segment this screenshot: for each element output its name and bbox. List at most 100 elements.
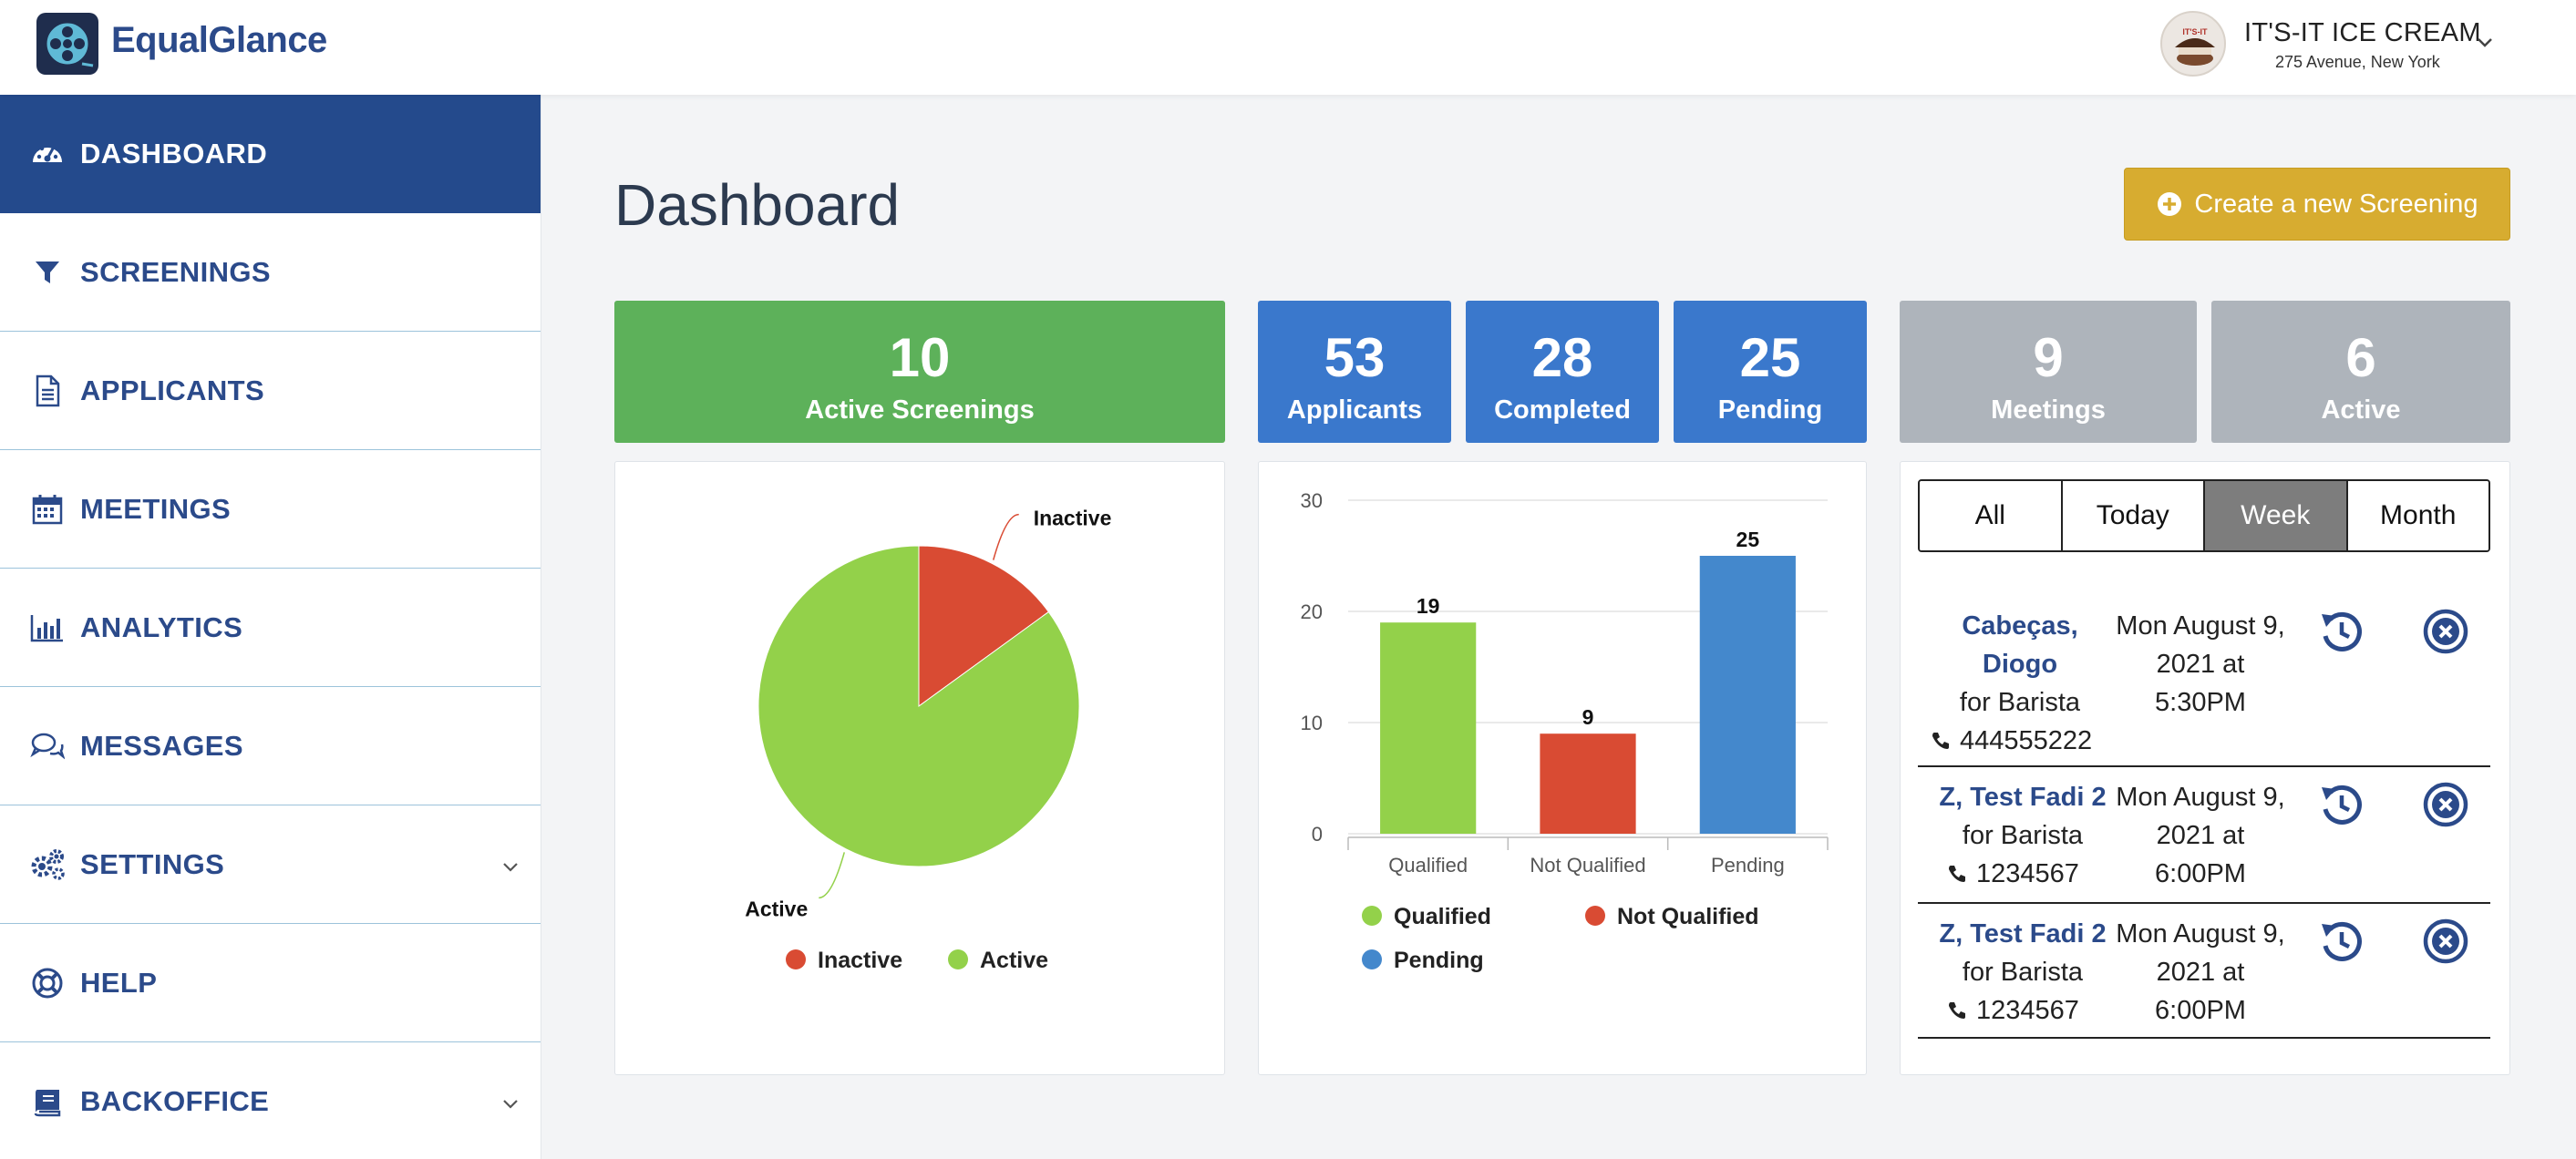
pie-callout-line	[819, 852, 846, 899]
pie-callout-line	[992, 513, 1019, 560]
bar-qualified[interactable]	[1380, 622, 1477, 834]
pie-slice-active[interactable]	[757, 545, 1080, 867]
sidebar-item-screenings[interactable]: SCREENINGS	[0, 213, 541, 332]
meeting-datetime: Mon August 9, 2021 at 5:30PM	[2100, 607, 2301, 722]
meeting-phone-number: 1234567	[1976, 859, 2079, 888]
meeting-phone: 444555222	[1931, 722, 2092, 760]
pie-slice-label: Inactive	[1034, 507, 1112, 530]
legend-swatch	[1585, 906, 1605, 926]
meeting-date-line: 2021 at	[2156, 958, 2245, 987]
legend-item-pending[interactable]: Pending	[1394, 948, 1484, 973]
meeting-applicant-name[interactable]: Z, Test Fadi 2	[1939, 783, 2107, 812]
sidebar-item-label: APPLICANTS	[80, 374, 265, 406]
meetings-panel	[1900, 461, 2510, 1075]
reschedule-icon[interactable]	[2317, 917, 2366, 966]
sidebar-item-messages[interactable]: MESSAGES	[0, 687, 541, 805]
chevron-down-icon[interactable]	[2474, 31, 2496, 53]
sidebar-item-label: ANALYTICS	[80, 610, 243, 643]
lifebuoy-icon	[29, 965, 66, 1001]
stat-label: Completed	[1494, 395, 1631, 425]
sidebar-item-label: DASHBOARD	[80, 137, 268, 169]
chat-bubbles-icon	[29, 728, 66, 764]
applicants-bar-chart: 0 10 20 30 19 Qualified 9 Not Qualified 25 Pendi…	[1301, 489, 1829, 973]
sidebar-item-meetings[interactable]: MEETINGS	[0, 450, 541, 569]
sidebar-item-dashboard[interactable]: DASHBOARD	[0, 95, 541, 213]
tab-week[interactable]: Week	[2205, 481, 2348, 550]
reschedule-icon[interactable]	[2317, 607, 2366, 656]
sidebar-item-help[interactable]: HELP	[0, 924, 541, 1042]
calendar-icon	[29, 491, 66, 528]
sidebar-item-settings[interactable]: SETTINGS	[0, 805, 541, 924]
meetings-card[interactable]: 9 Meetings	[1900, 301, 2197, 443]
meeting-date-line: Mon August 9,	[2116, 919, 2285, 949]
legend-swatch	[948, 949, 968, 969]
bar-not-qualified[interactable]	[1540, 733, 1636, 834]
legend-swatch	[1362, 949, 1382, 969]
active-screenings-card[interactable]: 10 Active Screenings	[614, 301, 1225, 443]
cancel-meeting-icon[interactable]	[2421, 917, 2470, 966]
bar-chart-icon	[29, 610, 66, 646]
chevron-down-icon[interactable]	[500, 856, 520, 877]
y-tick-label: 20	[1301, 600, 1323, 623]
stat-label: Pending	[1717, 395, 1823, 425]
stat-value: 10	[889, 327, 951, 388]
meeting-applicant-name[interactable]: Z, Test Fadi 2	[1939, 919, 2107, 949]
legend-swatch	[1362, 906, 1382, 926]
stat-label: Active	[2321, 395, 2401, 425]
chevron-down-icon[interactable]	[500, 1093, 520, 1113]
company-avatar[interactable]: IT'S-IT	[2160, 11, 2226, 77]
bar-pending[interactable]	[1699, 556, 1796, 834]
legend-item-not-qualified[interactable]: Not Qualified	[1617, 904, 1759, 929]
meeting-role: for Barista	[1962, 958, 2084, 987]
phone-icon	[1949, 1002, 1965, 1019]
cancel-meeting-icon[interactable]	[2421, 607, 2470, 656]
stat-value: 28	[1531, 327, 1593, 388]
film-reel-logo-icon[interactable]	[36, 13, 98, 75]
meeting-role: for Barista	[1959, 688, 2081, 717]
meeting-applicant-name[interactable]: Cabeças, Diogo	[1938, 607, 2102, 683]
meeting-date-line: 5:30PM	[2155, 688, 2246, 717]
meeting-date-line: 6:00PM	[2155, 859, 2246, 888]
filter-icon	[29, 254, 66, 291]
meeting-phone: 1234567	[1947, 991, 2079, 1030]
company-name[interactable]: IT'S-IT ICE CREAM	[2244, 18, 2481, 47]
applicants-card[interactable]: 53 Applicants	[1258, 301, 1451, 443]
cancel-meeting-icon[interactable]	[2421, 780, 2470, 829]
meeting-date-line: 6:00PM	[2155, 996, 2246, 1025]
meeting-datetime: Mon August 9, 2021 at 6:00PM	[2100, 915, 2301, 1030]
sidebar-item-backoffice[interactable]: BACKOFFICE	[0, 1042, 541, 1159]
x-tick-label: Qualified	[1388, 854, 1468, 877]
active-meetings-card[interactable]: 6 Active	[2211, 301, 2510, 443]
x-tick-label: Pending	[1711, 854, 1785, 877]
legend-item-inactive[interactable]: Inactive	[818, 948, 902, 973]
book-icon	[29, 1083, 66, 1120]
tab-today[interactable]: Today	[2062, 481, 2205, 550]
meetings-period-tabs: All Today Week Month	[1918, 479, 2490, 552]
document-icon	[29, 373, 66, 409]
meeting-name-line: Cabeças,	[1962, 611, 2078, 641]
tab-month[interactable]: Month	[2347, 481, 2488, 550]
sidebar-item-analytics[interactable]: ANALYTICS	[0, 569, 541, 687]
tab-all[interactable]: All	[1920, 481, 2063, 550]
legend-swatch	[786, 949, 806, 969]
sidebar-item-label: HELP	[80, 966, 158, 999]
screenings-pie-panel: Inactive Active Inactive Active	[614, 461, 1225, 1075]
sidebar: DASHBOARD SCREENINGS APPLICANTS MEETINGS…	[0, 95, 541, 1159]
gears-icon	[29, 846, 66, 883]
sidebar-item-label: SETTINGS	[80, 847, 225, 880]
legend-item-active[interactable]: Active	[980, 948, 1048, 973]
pending-card[interactable]: 25 Pending	[1674, 301, 1867, 443]
meeting-date-line: 2021 at	[2156, 821, 2245, 850]
create-screening-button[interactable]: Create a new Screening	[2124, 168, 2510, 241]
sidebar-item-applicants[interactable]: APPLICANTS	[0, 332, 541, 450]
phone-icon	[1949, 866, 1965, 882]
brand-name[interactable]: EqualGlance	[111, 20, 327, 60]
pie-slice-inactive[interactable]	[918, 545, 1050, 707]
stat-label: Active Screenings	[805, 395, 1035, 425]
sidebar-item-label: MEETINGS	[80, 492, 232, 525]
page-title: Dashboard	[614, 172, 901, 238]
completed-card[interactable]: 28 Completed	[1466, 301, 1659, 443]
company-avatar-label: IT'S-IT	[2182, 27, 2208, 36]
legend-item-qualified[interactable]: Qualified	[1394, 904, 1491, 929]
reschedule-icon[interactable]	[2317, 780, 2366, 829]
